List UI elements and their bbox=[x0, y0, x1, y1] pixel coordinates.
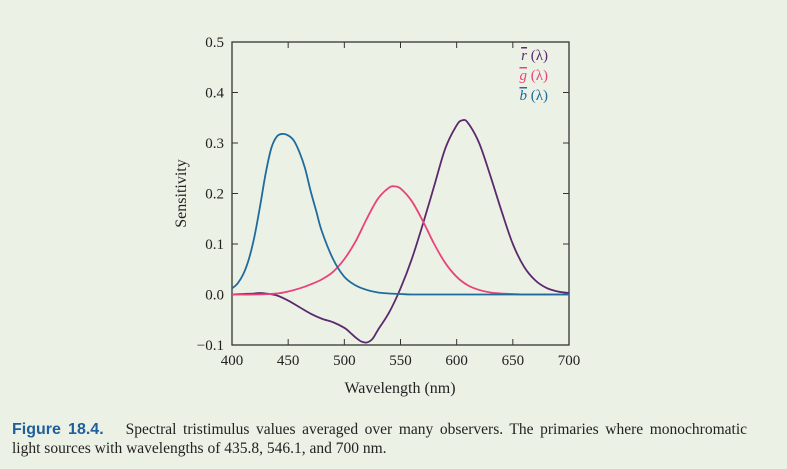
y-tick-label: 0.1 bbox=[205, 237, 224, 253]
y-tick-label: 0.3 bbox=[205, 136, 224, 152]
x-tick-label: 600 bbox=[445, 353, 468, 369]
y-tick-label: −0.1 bbox=[197, 338, 224, 354]
spectral-tristimulus-chart: 400 450 500 550 600 650 700 −0.1 0.0 0.1 0.2 0.3 0.4… bbox=[173, 35, 580, 397]
x-tick-label: 400 bbox=[221, 353, 244, 369]
x-tick-label: 650 bbox=[502, 353, 525, 369]
x-tick-label: 700 bbox=[558, 353, 581, 369]
axis-ticks: 400 450 500 550 600 650 700 −0.1 0.0 0.1 0.2 0.3 0.4… bbox=[197, 35, 580, 369]
legend-entry-g: g (λ) bbox=[519, 68, 548, 84]
legend-entry-r: r (λ) bbox=[521, 48, 548, 64]
legend: r (λ) g (λ) b (λ) bbox=[519, 48, 548, 104]
x-tick-label: 550 bbox=[389, 353, 412, 369]
series-line-b bbox=[232, 132, 569, 296]
y-tick-label: 0.4 bbox=[205, 86, 224, 102]
series-line-g bbox=[232, 185, 569, 296]
legend-entry-b: b (λ) bbox=[519, 88, 548, 104]
plot-area-frame bbox=[231, 41, 570, 346]
series-line-r bbox=[232, 118, 569, 344]
x-tick-label: 450 bbox=[277, 353, 300, 369]
x-axis-label: Wavelength (nm) bbox=[344, 380, 455, 397]
figure-caption: Figure 18.4. Spectral tristimulus values … bbox=[12, 420, 747, 458]
y-tick-label: 0.0 bbox=[205, 288, 224, 304]
series-lines bbox=[232, 118, 569, 344]
y-tick-label: 0.2 bbox=[205, 187, 224, 203]
x-tick-label: 500 bbox=[333, 353, 356, 369]
y-tick-label: 0.5 bbox=[205, 35, 224, 51]
y-axis-label: Sensitivity bbox=[173, 159, 190, 227]
caption-label: Figure 18.4. bbox=[12, 421, 104, 438]
caption-text: Spectral tristimulus values averaged ove… bbox=[12, 421, 748, 457]
